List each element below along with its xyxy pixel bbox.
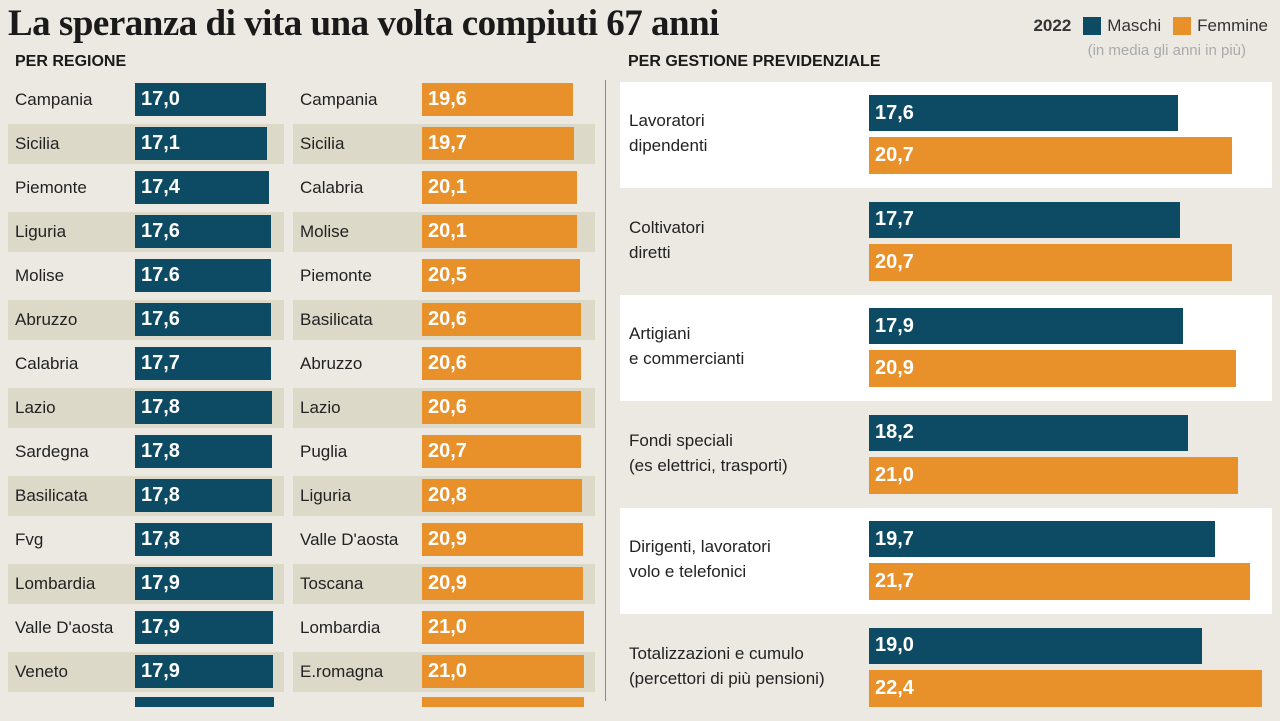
bar-female: 20,5 [422,259,580,292]
region-label: Liguria [15,222,67,241]
legend-year: 2022 [1033,16,1072,35]
pension-group: Totalizzazioni e cumulo (percettori di p… [620,615,1272,721]
region-label: Piemonte [15,178,87,197]
bar-female: 20,9 [869,350,1236,387]
bar-male: 17,9 [135,567,273,600]
region-label: Lombardia [15,574,96,593]
region-label: Sicilia [300,134,345,153]
legend-male-swatch [1083,17,1102,35]
legend: 2022 Maschi Femmine [1033,16,1268,36]
bar-female: 20,1 [422,215,577,248]
bar-female: 19,7 [422,127,574,160]
region-label: Abruzzo [15,310,78,329]
bar-male-partial [135,697,274,707]
bar-male: 19,0 [869,627,1203,664]
region-label: Lazio [15,398,56,417]
bar-female: 20,8 [422,479,583,512]
bar-male: 18,2 [869,414,1189,451]
pension-label: Fondi speciali (es elettrici, trasporti) [629,430,788,475]
chart-title: La speranza di vita una volta compiuti 6… [8,3,719,44]
region-label: Calabria [300,178,364,197]
divider [605,80,606,701]
region-label: Molise [15,266,65,285]
bar-female: 21,0 [422,611,584,644]
region-label: Lazio [300,398,341,417]
legend-note: (in media gli anni in più) [1087,42,1246,59]
pension-label: Lavoratori dipendenti [629,111,708,155]
region-label: Valle D'aosta [300,530,399,549]
bar-female: 20,6 [422,303,581,336]
region-label: Liguria [300,486,352,505]
bar-female: 21,0 [422,655,584,688]
bar-male: 17,7 [135,347,272,380]
pension-label: Coltivatori diretti [629,217,705,262]
bar-female-partial [422,697,585,707]
region-label: Toscana [300,574,364,593]
bar-male: 19,7 [869,521,1215,557]
bar-female: 20,7 [869,243,1233,281]
bar-female: 22,4 [869,669,1263,707]
region-label: E.romagna [300,662,384,681]
legend-female: Femmine [1197,16,1268,35]
bar-male: 17,1 [135,127,267,160]
region-label: Campania [300,90,378,109]
bar-male: 17,0 [135,83,266,116]
bar-male: 17,7 [869,201,1180,238]
bar-female: 19,6 [422,83,573,116]
bar-female: 20,9 [422,567,583,600]
region-label: Puglia [300,442,348,461]
pension-group: Coltivatori diretti 17,7 20,7 [620,189,1272,295]
bar-female: 21,0 [869,456,1238,494]
region-label: Basilicata [300,310,373,329]
legend-female-swatch [1173,17,1192,35]
region-label: Calabria [15,354,79,373]
bar-female: 20,6 [422,391,581,424]
bar-male: 17,8 [135,523,273,556]
pension-label: Totalizzazioni e cumulo (percettori di p… [629,643,825,688]
pension-group: Lavoratori dipendenti 17,6 20,7 [620,82,1272,188]
pension-label: Artigiani e commercianti [629,324,745,368]
bar-female: 20,7 [422,435,582,468]
pension-group: Dirigenti, lavoratori volo e telefonici 1… [620,508,1272,614]
bar-male: 17,6 [135,303,271,336]
bar-male: 17,6 [869,95,1178,131]
region-label: Veneto [15,662,68,681]
region-label: Lombardia [300,618,381,637]
region-label: Fvg [15,530,44,549]
bar-male: 17,9 [135,611,273,644]
region-label: Sicilia [15,134,60,153]
bar-male: 17,8 [135,479,273,512]
bar-male: 17,9 [135,655,273,688]
bar-male: 17,8 [135,435,273,468]
region-label: Campania [15,90,93,109]
bar-male: 17.6 [135,259,271,292]
bar-male: 17,8 [135,391,273,424]
bar-female: 20,9 [422,523,583,556]
bar-female: 20,1 [422,171,577,204]
section-title-region: PER REGIONE [15,53,127,70]
region-label: Piemonte [300,266,372,285]
pension-group: Fondi speciali (es elettrici, trasporti)… [620,402,1272,508]
bar-female: 21,7 [869,563,1250,600]
region-label: Basilicata [15,486,88,505]
bar-male: 17,4 [135,171,269,204]
pension-label: Dirigenti, lavoratori volo e telefonici [629,537,771,581]
bar-male: 17,6 [135,215,271,248]
region-label: Molise [300,222,350,241]
bar-female: 20,7 [869,137,1233,174]
region-label: Valle D'aosta [15,618,114,637]
bar-female: 20,6 [422,347,581,380]
bar-male: 17,9 [869,308,1184,344]
pension-group: Artigiani e commercianti 17,9 20,9 [620,295,1272,401]
section-title-pension: PER GESTIONE PREVIDENZIALE [628,53,881,70]
region-label: Sardegna [15,442,89,461]
region-label: Abruzzo [300,354,363,373]
legend-male: Maschi [1107,16,1162,35]
